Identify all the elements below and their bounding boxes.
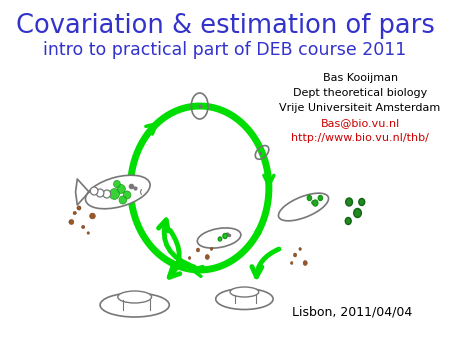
Ellipse shape: [69, 219, 74, 224]
Ellipse shape: [299, 247, 302, 250]
Ellipse shape: [205, 255, 209, 260]
Ellipse shape: [303, 261, 307, 266]
Ellipse shape: [117, 185, 126, 193]
Text: intro to practical part of DEB course 2011: intro to practical part of DEB course 20…: [43, 41, 407, 59]
Ellipse shape: [109, 189, 120, 199]
Text: Bas Kooijman: Bas Kooijman: [323, 73, 398, 83]
Ellipse shape: [346, 198, 352, 206]
Ellipse shape: [318, 195, 323, 200]
Ellipse shape: [123, 191, 131, 199]
Ellipse shape: [87, 232, 90, 234]
Ellipse shape: [210, 247, 213, 250]
Ellipse shape: [307, 195, 311, 200]
Text: http://www.bio.vu.nl/thb/: http://www.bio.vu.nl/thb/: [291, 133, 429, 143]
Ellipse shape: [354, 209, 361, 217]
Ellipse shape: [279, 193, 328, 221]
Ellipse shape: [81, 225, 85, 229]
Ellipse shape: [293, 253, 297, 257]
Text: Vrije Universiteit Amsterdam: Vrije Universiteit Amsterdam: [279, 103, 441, 113]
Ellipse shape: [96, 189, 104, 197]
Ellipse shape: [73, 211, 77, 215]
Ellipse shape: [118, 291, 152, 303]
Ellipse shape: [188, 257, 191, 260]
Ellipse shape: [103, 190, 111, 198]
Ellipse shape: [198, 228, 241, 248]
Ellipse shape: [196, 248, 200, 252]
Ellipse shape: [86, 175, 150, 209]
Ellipse shape: [345, 217, 351, 224]
Ellipse shape: [223, 234, 227, 239]
Ellipse shape: [216, 289, 273, 310]
Ellipse shape: [119, 196, 126, 204]
Text: Dept theoretical biology: Dept theoretical biology: [293, 88, 427, 98]
Ellipse shape: [113, 180, 120, 188]
Ellipse shape: [230, 287, 259, 297]
Ellipse shape: [313, 200, 318, 206]
Ellipse shape: [90, 187, 98, 195]
Text: Bas@bio.vu.nl: Bas@bio.vu.nl: [320, 118, 400, 128]
Ellipse shape: [77, 206, 81, 210]
Ellipse shape: [359, 198, 365, 206]
Ellipse shape: [90, 213, 95, 219]
Ellipse shape: [100, 293, 169, 317]
Text: Lisbon, 2011/04/04: Lisbon, 2011/04/04: [292, 306, 412, 318]
Ellipse shape: [218, 237, 221, 241]
Text: Covariation & estimation of pars: Covariation & estimation of pars: [16, 13, 434, 39]
Ellipse shape: [290, 262, 293, 265]
